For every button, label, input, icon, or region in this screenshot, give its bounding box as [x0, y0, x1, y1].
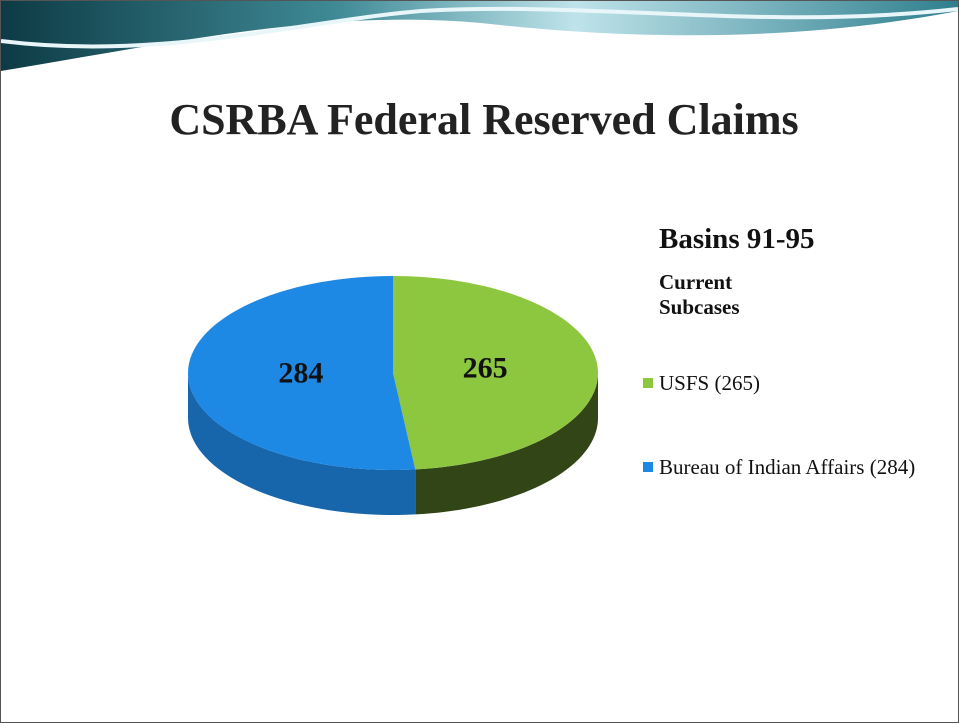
legend-label: Bureau of Indian Affairs (284) [659, 455, 915, 479]
chart-title: CSRBA Federal Reserved Claims [169, 95, 798, 144]
slide: CSRBA Federal Reserved Claims 265 284 Bas… [0, 0, 959, 723]
subtitle: Basins 91-95 [659, 223, 931, 256]
legend-swatch [643, 378, 653, 388]
slice [393, 276, 598, 514]
legend-entry: Bureau of Indian Affairs (284) [641, 454, 929, 480]
legend-label: USFS (265) [659, 371, 760, 395]
slice [188, 276, 415, 515]
legend-title: Current Subcases [659, 270, 799, 320]
legend-swatch [643, 462, 653, 472]
value-label: 284 [278, 356, 323, 389]
value-label: 265 [463, 352, 508, 385]
legend: Basins 91-95 Current Subcases USFS (265)… [641, 223, 931, 538]
legend-entry: USFS (265) [641, 370, 929, 396]
header-wave [1, 1, 958, 71]
